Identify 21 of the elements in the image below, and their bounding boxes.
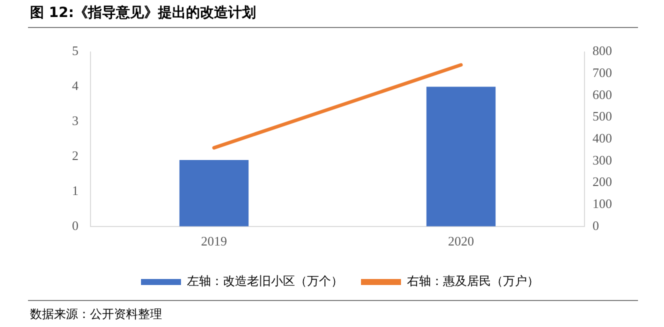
y2-tick-label: 100 <box>592 196 612 211</box>
y2-tick-label: 300 <box>592 152 612 168</box>
y2-tick-label: 500 <box>592 108 612 124</box>
x-tick-label: 2020 <box>448 234 474 249</box>
chart-title: 图 12:《指导意见》提出的改造计划 <box>30 4 256 22</box>
y-tick-label: 0 <box>72 218 78 233</box>
x-tick-label: 2019 <box>201 234 227 249</box>
y2-tick-label: 800 <box>592 43 612 58</box>
y-tick-label: 5 <box>72 43 78 58</box>
y-tick-label: 4 <box>72 78 79 94</box>
y-tick-label: 1 <box>72 182 78 198</box>
y2-tick-label: 200 <box>592 174 612 190</box>
legend-label: 左轴：改造老旧小区（万个） <box>187 274 343 288</box>
y-tick-label: 2 <box>72 148 78 163</box>
y2-tick-label: 600 <box>592 86 612 102</box>
y2-tick-label: 400 <box>592 130 612 146</box>
source-note: 数据来源：公开资料整理 <box>30 306 162 323</box>
legend-label: 右轴：惠及居民（万户） <box>407 274 539 288</box>
y-tick-label: 3 <box>72 113 78 128</box>
y2-tick-label: 700 <box>592 65 612 80</box>
y2-tick-label: 0 <box>592 218 599 233</box>
